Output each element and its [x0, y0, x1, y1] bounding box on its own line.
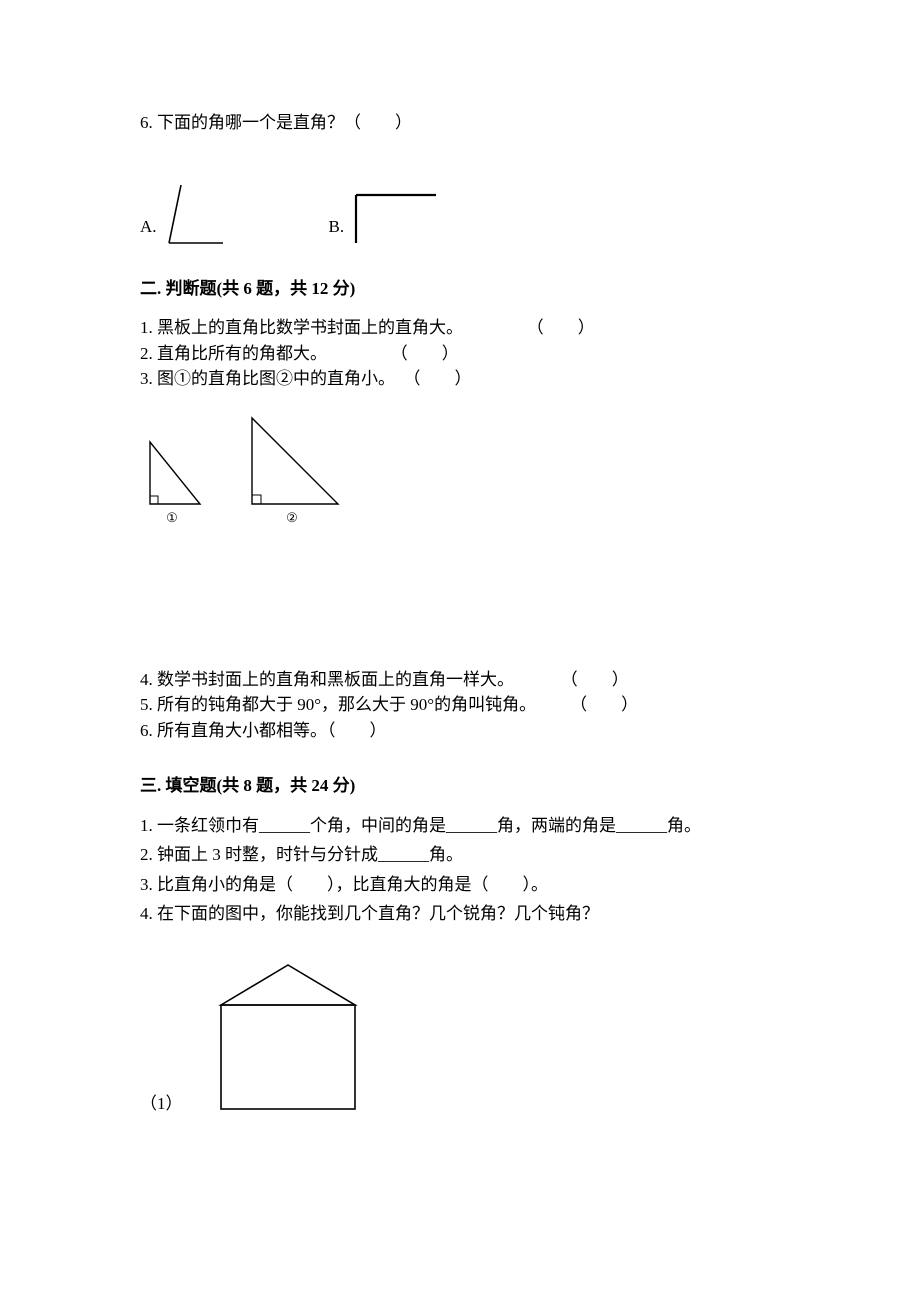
s3-q4: 4. 在下面的图中，你能找到几个直角？几个锐角？几个钝角？ [140, 901, 780, 927]
s3-q2: 2. 钟面上 3 时整，时针与分针成______角。 [140, 842, 780, 868]
s2-q3: 3. 图①的直角比图②中的直角小。 （ ） [140, 366, 472, 392]
angle-b-icon [350, 191, 440, 246]
s2-q4: 4. 数学书封面上的直角和黑板面上的直角一样大。 （ ） [140, 667, 629, 693]
s3-q3: 3. 比直角小的角是（ ），比直角大的角是（ ）。 [140, 872, 780, 898]
s2-q5: 5. 所有的钝角都大于 90°，那么大于 90°的角叫钝角。 （ ） [140, 692, 638, 718]
s2-q2: 2. 直角比所有的角都大。 （ ） [140, 341, 459, 367]
triangle-figures: ① ② [140, 412, 780, 527]
section3-title: 三. 填空题(共 8 题，共 24 分) [140, 773, 780, 799]
q6-optA-label: A. [140, 214, 157, 240]
triangle-1-icon: ① [140, 432, 210, 527]
section2-title: 二. 判断题(共 6 题，共 12 分) [140, 276, 780, 302]
house-figure-row: （1） [140, 957, 780, 1117]
s2-q6: 6. 所有直角大小都相等。（ ） [140, 718, 387, 744]
triangle-1-label: ① [166, 510, 178, 525]
angle-a-icon [163, 181, 233, 246]
s2-q1: 1. 黑板上的直角比数学书封面上的直角大。 （ ） [140, 315, 595, 341]
house-icon [203, 957, 373, 1117]
triangle-2-icon: ② [240, 412, 350, 527]
q6-text: 6. 下面的角哪一个是直角？（ ） [140, 110, 780, 136]
triangle-2-label: ② [286, 510, 298, 525]
s3-sub1-label: （1） [140, 1091, 183, 1117]
s3-q1: 1. 一条红领巾有______个角，中间的角是______角，两端的角是____… [140, 813, 780, 839]
q6-optB-label: B. [329, 214, 345, 240]
q6-options: A. B. [140, 181, 780, 246]
